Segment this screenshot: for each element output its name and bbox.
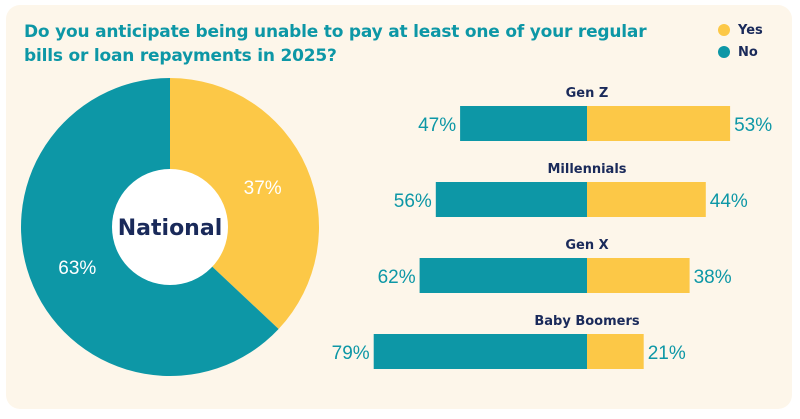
legend-item-yes: Yes — [718, 19, 763, 41]
bar-no-label: 47% — [418, 115, 456, 136]
bar-group-label: Gen X — [565, 238, 608, 253]
bar-yes-label: 44% — [710, 191, 748, 212]
legend-label-no: No — [738, 44, 758, 60]
pie-label-no: 63% — [58, 258, 96, 279]
bar-no — [460, 106, 587, 141]
bar-yes — [587, 334, 644, 369]
chart-canvas: 37% 63% National Gen Z 47% 53% Millennials 56% 4… — [21, 78, 772, 376]
legend-swatch-yes — [718, 24, 730, 36]
legend-swatch-no — [718, 46, 730, 58]
bar-group-label: Gen Z — [566, 86, 609, 101]
pie-center-label: National — [118, 216, 222, 241]
bar-no — [435, 182, 587, 217]
bar-yes-label: 38% — [694, 267, 732, 288]
bar-yes-label: 21% — [648, 343, 686, 364]
bar-no-label: 62% — [378, 267, 416, 288]
bar-yes — [587, 182, 706, 217]
legend-label-yes: Yes — [738, 22, 763, 38]
bar-no-label: 79% — [332, 343, 370, 364]
pie-center-hole — [112, 169, 228, 285]
legend-item-no: No — [718, 41, 763, 63]
chart-title: Do you anticipate being unable to pay at… — [24, 22, 647, 66]
chart-card: Do you anticipate being unable to pay at… — [6, 5, 792, 409]
bar-group-label: Millennials — [547, 162, 626, 177]
pie-slice-yes — [170, 78, 319, 329]
bar-yes — [587, 258, 690, 293]
bar-group-label: Baby Boomers — [534, 314, 640, 329]
bar-no — [419, 258, 587, 293]
pie-label-yes: 37% — [244, 178, 282, 199]
bar-yes-label: 53% — [734, 115, 772, 136]
bar-yes — [587, 106, 731, 141]
bar-no-label: 56% — [394, 191, 432, 212]
legend: Yes No — [718, 19, 763, 63]
bar-no — [373, 334, 587, 369]
